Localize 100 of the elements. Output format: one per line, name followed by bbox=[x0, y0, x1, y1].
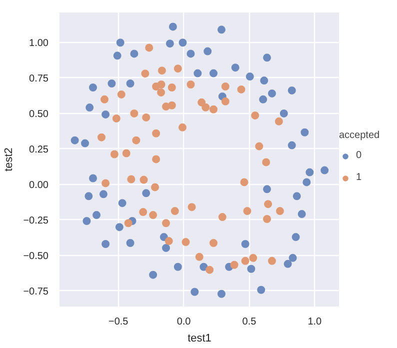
point bbox=[118, 199, 126, 208]
point bbox=[116, 38, 124, 47]
point bbox=[151, 183, 160, 192]
point bbox=[186, 50, 195, 58]
point bbox=[260, 76, 268, 85]
point bbox=[200, 262, 208, 271]
point bbox=[249, 254, 258, 262]
y-tick-label: −0.75 bbox=[23, 286, 49, 298]
point bbox=[264, 200, 272, 208]
point bbox=[237, 85, 246, 94]
point bbox=[247, 264, 256, 273]
x-tick-label: 0.5 bbox=[242, 316, 257, 328]
point bbox=[268, 89, 276, 98]
point bbox=[195, 252, 204, 261]
legend-label: 0 bbox=[356, 150, 363, 161]
point bbox=[298, 210, 306, 218]
point bbox=[170, 207, 179, 216]
point bbox=[263, 185, 272, 194]
point bbox=[157, 88, 166, 96]
point bbox=[276, 207, 284, 216]
point bbox=[126, 239, 134, 248]
point bbox=[132, 136, 140, 144]
point bbox=[257, 286, 266, 294]
point bbox=[306, 168, 314, 176]
point bbox=[108, 80, 116, 88]
point bbox=[204, 47, 212, 56]
point bbox=[320, 166, 329, 174]
point bbox=[127, 175, 136, 184]
point bbox=[164, 237, 173, 246]
point bbox=[130, 50, 138, 58]
point bbox=[241, 256, 250, 265]
point bbox=[142, 189, 150, 198]
point bbox=[198, 98, 206, 106]
point bbox=[113, 52, 122, 60]
point bbox=[157, 80, 166, 88]
point bbox=[162, 219, 170, 228]
point bbox=[284, 260, 292, 268]
y-tick-label: 0.50 bbox=[29, 108, 49, 120]
point bbox=[126, 80, 134, 88]
point bbox=[88, 84, 97, 92]
point bbox=[110, 150, 118, 158]
y-tick-label: 0.75 bbox=[29, 73, 49, 84]
point bbox=[206, 266, 214, 274]
point bbox=[268, 256, 276, 265]
point bbox=[92, 211, 101, 220]
point bbox=[217, 290, 226, 298]
point bbox=[158, 66, 166, 75]
legend-title: accepted bbox=[339, 130, 380, 140]
y-tick-label: 0.00 bbox=[29, 180, 49, 191]
point bbox=[81, 139, 90, 148]
point bbox=[202, 103, 210, 112]
point bbox=[102, 240, 110, 248]
point bbox=[251, 111, 260, 120]
point bbox=[152, 129, 160, 138]
point bbox=[280, 109, 288, 118]
point bbox=[82, 217, 91, 225]
point bbox=[262, 158, 270, 166]
point bbox=[160, 233, 168, 242]
point bbox=[99, 190, 108, 198]
point bbox=[174, 64, 182, 73]
point bbox=[168, 84, 176, 92]
y-tick-label: −0.50 bbox=[23, 250, 49, 262]
x-tick-label: 1.0 bbox=[308, 316, 322, 328]
point bbox=[178, 38, 187, 47]
point bbox=[100, 95, 109, 104]
y-tick-label: 0.25 bbox=[29, 144, 49, 156]
point bbox=[217, 26, 226, 34]
point bbox=[168, 22, 177, 31]
point bbox=[246, 72, 254, 81]
point bbox=[149, 211, 158, 220]
point bbox=[168, 101, 176, 110]
point bbox=[288, 141, 296, 150]
point bbox=[84, 192, 93, 200]
point bbox=[190, 288, 199, 296]
point bbox=[255, 142, 264, 150]
point bbox=[139, 208, 148, 216]
point bbox=[141, 70, 150, 78]
point bbox=[152, 155, 160, 164]
y-tick-label: 1.00 bbox=[29, 38, 49, 49]
point bbox=[178, 123, 186, 132]
point bbox=[259, 95, 268, 104]
x-tick-label: 0.0 bbox=[176, 316, 192, 328]
point bbox=[182, 238, 190, 246]
point bbox=[218, 213, 226, 222]
point bbox=[292, 233, 300, 242]
point bbox=[70, 136, 79, 144]
point bbox=[124, 219, 132, 228]
point bbox=[130, 109, 138, 118]
point bbox=[302, 178, 311, 186]
point bbox=[221, 97, 230, 106]
point bbox=[117, 90, 126, 98]
point bbox=[102, 110, 110, 118]
point bbox=[112, 114, 120, 122]
point bbox=[263, 215, 272, 224]
point bbox=[166, 40, 174, 48]
point bbox=[230, 260, 238, 269]
point bbox=[140, 176, 148, 184]
point bbox=[142, 113, 150, 122]
point bbox=[231, 64, 240, 72]
x-tick-label: −0.5 bbox=[108, 316, 129, 328]
